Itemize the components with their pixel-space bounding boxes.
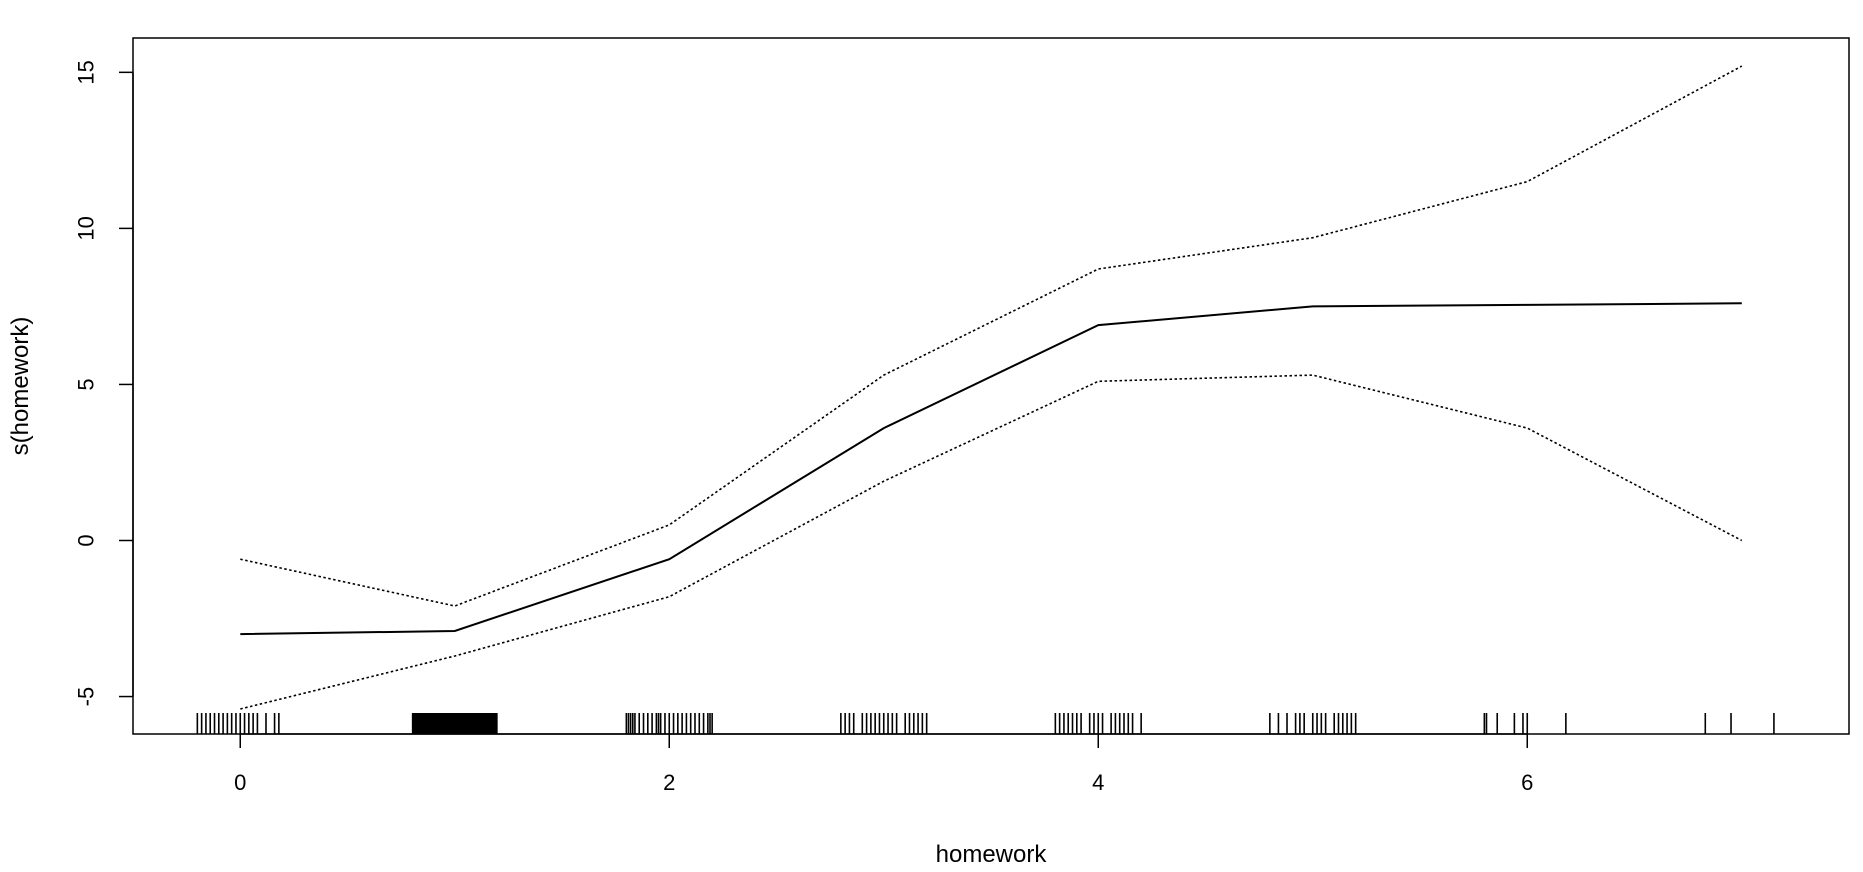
- y-axis: -5 0 5 10 15: [74, 60, 134, 707]
- smooth-fit-line: [240, 302, 1742, 636]
- y-tick-label: 5: [74, 378, 99, 390]
- x-tick-label: 0: [234, 770, 246, 795]
- y-tick-label: -5: [74, 687, 99, 707]
- y-tick-label: 15: [74, 60, 99, 84]
- x-axis-title: homework: [936, 841, 1048, 868]
- plot-content: [196, 65, 1775, 734]
- y-tick-label: 0: [74, 534, 99, 546]
- confidence-band-line-1: [240, 65, 1743, 607]
- x-tick-label: 4: [1092, 770, 1104, 795]
- x-axis: 0 2 4 6: [234, 733, 1533, 795]
- confidence-band-line-2: [240, 374, 1743, 710]
- x-tick-label: 6: [1521, 770, 1533, 795]
- y-tick-label: 10: [74, 216, 99, 240]
- plot-frame: [132, 37, 1850, 735]
- rug-block: [411, 713, 498, 734]
- y-axis-title: s(homework): [7, 317, 34, 456]
- x-tick-label: 2: [663, 770, 675, 795]
